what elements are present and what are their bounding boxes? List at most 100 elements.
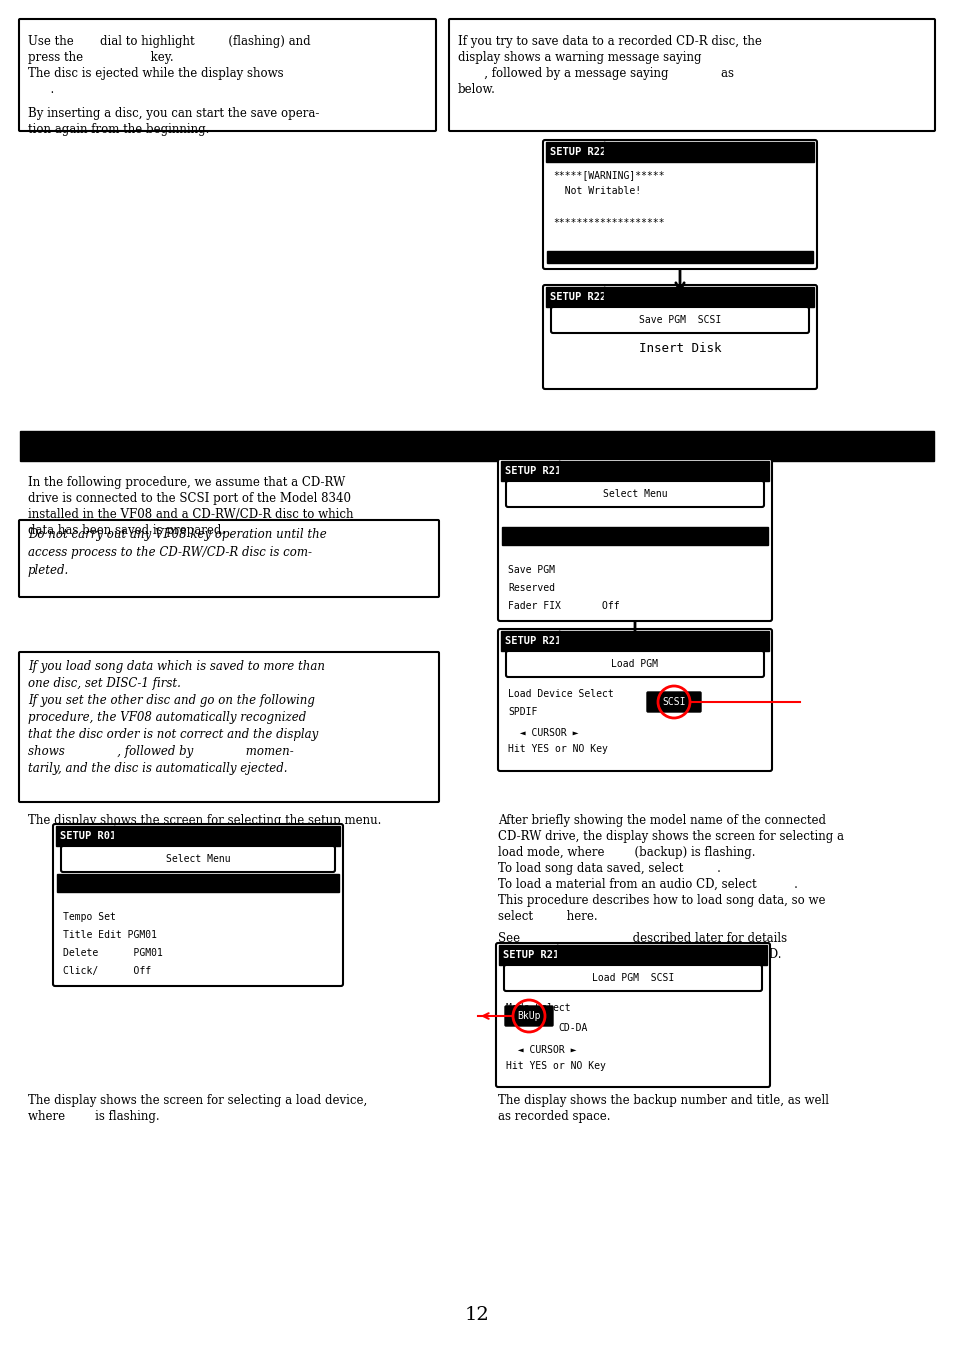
Text: Click/      Off: Click/ Off — [63, 965, 151, 976]
Text: about how to load a material from an audio CD.: about how to load a material from an aud… — [497, 948, 781, 961]
Text: Load Device Select: Load Device Select — [507, 690, 613, 699]
Text: SETUP R21: SETUP R21 — [504, 466, 560, 476]
Polygon shape — [558, 631, 571, 652]
Text: Hit YES or NO Key: Hit YES or NO Key — [507, 744, 607, 754]
Text: select         here.: select here. — [497, 910, 597, 923]
FancyBboxPatch shape — [505, 652, 763, 677]
FancyBboxPatch shape — [496, 942, 769, 1087]
FancyBboxPatch shape — [449, 19, 934, 131]
Text: SETUP R22: SETUP R22 — [550, 292, 605, 301]
Text: 12: 12 — [464, 1306, 489, 1324]
Polygon shape — [557, 945, 569, 965]
Text: ◄ CURSOR ►: ◄ CURSOR ► — [507, 727, 578, 738]
Text: display shows a warning message saying: display shows a warning message saying — [457, 51, 700, 64]
FancyBboxPatch shape — [19, 19, 436, 131]
Polygon shape — [114, 826, 127, 846]
Text: SPDIF: SPDIF — [507, 707, 537, 717]
FancyBboxPatch shape — [542, 285, 816, 389]
FancyBboxPatch shape — [497, 458, 771, 621]
Text: BkUp: BkUp — [517, 1011, 540, 1021]
Text: CD-DA: CD-DA — [558, 1023, 587, 1033]
Bar — [20, 431, 933, 461]
FancyBboxPatch shape — [19, 652, 438, 802]
Text: In the following procedure, we assume that a CD-RW: In the following procedure, we assume th… — [28, 476, 345, 489]
Text: SETUP R22: SETUP R22 — [550, 147, 605, 157]
Text: Do not carry out any VF08 key operation until the: Do not carry out any VF08 key operation … — [28, 529, 327, 541]
Text: Select Menu: Select Menu — [166, 854, 230, 864]
Text: This procedure describes how to load song data, so we: This procedure describes how to load son… — [497, 894, 824, 907]
Polygon shape — [604, 287, 616, 307]
Text: as recorded space.: as recorded space. — [497, 1110, 610, 1124]
Text: SETUP R21: SETUP R21 — [504, 635, 560, 646]
Text: Save PGM  SCSI: Save PGM SCSI — [639, 315, 720, 324]
Text: *******************: ******************* — [553, 218, 664, 228]
Text: shows              , followed by              momen-: shows , followed by momen- — [28, 745, 294, 758]
Text: procedure, the VF08 automatically recognized: procedure, the VF08 automatically recogn… — [28, 711, 306, 725]
Text: The display shows the screen for selecting a load device,: The display shows the screen for selecti… — [28, 1094, 367, 1107]
Text: Reserved: Reserved — [507, 583, 555, 594]
Text: , followed by a message saying              as: , followed by a message saying as — [457, 68, 733, 80]
Bar — [498, 945, 766, 965]
Text: access process to the CD-RW/CD-R disc is com-: access process to the CD-RW/CD-R disc is… — [28, 546, 312, 558]
Text: If you load song data which is saved to more than: If you load song data which is saved to … — [28, 660, 325, 673]
Text: pleted.: pleted. — [28, 564, 70, 577]
Text: tarily, and the disc is automatically ejected.: tarily, and the disc is automatically ej… — [28, 763, 287, 775]
Bar — [545, 287, 813, 307]
Bar — [546, 251, 812, 264]
Text: If you set the other disc and go on the following: If you set the other disc and go on the … — [28, 694, 314, 707]
Text: If you try to save data to a recorded CD-R disc, the: If you try to save data to a recorded CD… — [457, 35, 761, 49]
FancyBboxPatch shape — [504, 1006, 553, 1026]
FancyBboxPatch shape — [505, 481, 763, 507]
Text: To load song data saved, select         .: To load song data saved, select . — [497, 863, 720, 875]
FancyBboxPatch shape — [503, 965, 761, 991]
Text: drive is connected to the SCSI port of the Model 8340: drive is connected to the SCSI port of t… — [28, 492, 351, 506]
FancyBboxPatch shape — [497, 629, 771, 771]
Text: installed in the VF08 and a CD-RW/CD-R disc to which: installed in the VF08 and a CD-RW/CD-R d… — [28, 508, 354, 521]
Text: one disc, set DISC-1 first.: one disc, set DISC-1 first. — [28, 677, 181, 690]
Polygon shape — [558, 461, 571, 481]
Text: The display shows the backup number and title, as well: The display shows the backup number and … — [497, 1094, 828, 1107]
Text: Delete      PGM01: Delete PGM01 — [63, 948, 163, 959]
Text: Insert Disk: Insert Disk — [639, 342, 720, 356]
Bar — [500, 461, 768, 481]
Text: Save PGM: Save PGM — [507, 565, 555, 575]
Text: Load PGM  SCSI: Load PGM SCSI — [591, 973, 674, 983]
Text: Load PGM: Load PGM — [611, 658, 658, 669]
Text: Title Edit PGM01: Title Edit PGM01 — [63, 930, 157, 940]
Text: that the disc order is not correct and the display: that the disc order is not correct and t… — [28, 727, 318, 741]
Text: •Signature Set: •Signature Set — [63, 894, 145, 904]
FancyBboxPatch shape — [53, 823, 343, 986]
FancyBboxPatch shape — [542, 141, 816, 269]
Text: See                              described later for details: See described later for details — [497, 932, 786, 945]
Text: where        is flashing.: where is flashing. — [28, 1110, 159, 1124]
Text: Mode Select: Mode Select — [505, 1003, 570, 1013]
Text: CD-RW drive, the display shows the screen for selecting a: CD-RW drive, the display shows the scree… — [497, 830, 843, 844]
FancyBboxPatch shape — [551, 307, 808, 333]
Text: .: . — [28, 82, 54, 96]
Bar — [56, 826, 339, 846]
Bar — [500, 631, 768, 652]
Text: *****[WARNING]*****: *****[WARNING]***** — [553, 170, 664, 180]
Text: Not Writable!: Not Writable! — [553, 187, 640, 196]
Text: The display shows the screen for selecting the setup menu.: The display shows the screen for selecti… — [28, 814, 381, 827]
FancyBboxPatch shape — [61, 846, 335, 872]
Text: SCSI: SCSI — [661, 698, 685, 707]
Bar — [501, 527, 767, 545]
Text: SETUP R01: SETUP R01 — [60, 831, 116, 841]
Text: below.: below. — [457, 82, 496, 96]
Text: To load a material from an audio CD, select          .: To load a material from an audio CD, sel… — [497, 877, 797, 891]
Text: Fader FIX       Off: Fader FIX Off — [507, 602, 619, 611]
FancyBboxPatch shape — [646, 692, 700, 713]
Text: Hit YES or NO Key: Hit YES or NO Key — [505, 1061, 605, 1071]
Text: Select Menu: Select Menu — [602, 489, 666, 499]
Text: After briefly showing the model name of the connected: After briefly showing the model name of … — [497, 814, 825, 827]
Bar — [545, 142, 813, 162]
Text: ◄ CURSOR ►: ◄ CURSOR ► — [505, 1045, 576, 1055]
Text: press the                  key.: press the key. — [28, 51, 173, 64]
Text: Use the       dial to highlight         (flashing) and: Use the dial to highlight (flashing) and — [28, 35, 311, 49]
FancyBboxPatch shape — [19, 521, 438, 598]
Text: •Load PGM: •Load PGM — [507, 548, 560, 557]
Text: Drive Select IDE: Drive Select IDE — [507, 529, 601, 539]
Text: By inserting a disc, you can start the save opera-: By inserting a disc, you can start the s… — [28, 107, 319, 120]
Text: The disc is ejected while the display shows: The disc is ejected while the display sh… — [28, 68, 283, 80]
